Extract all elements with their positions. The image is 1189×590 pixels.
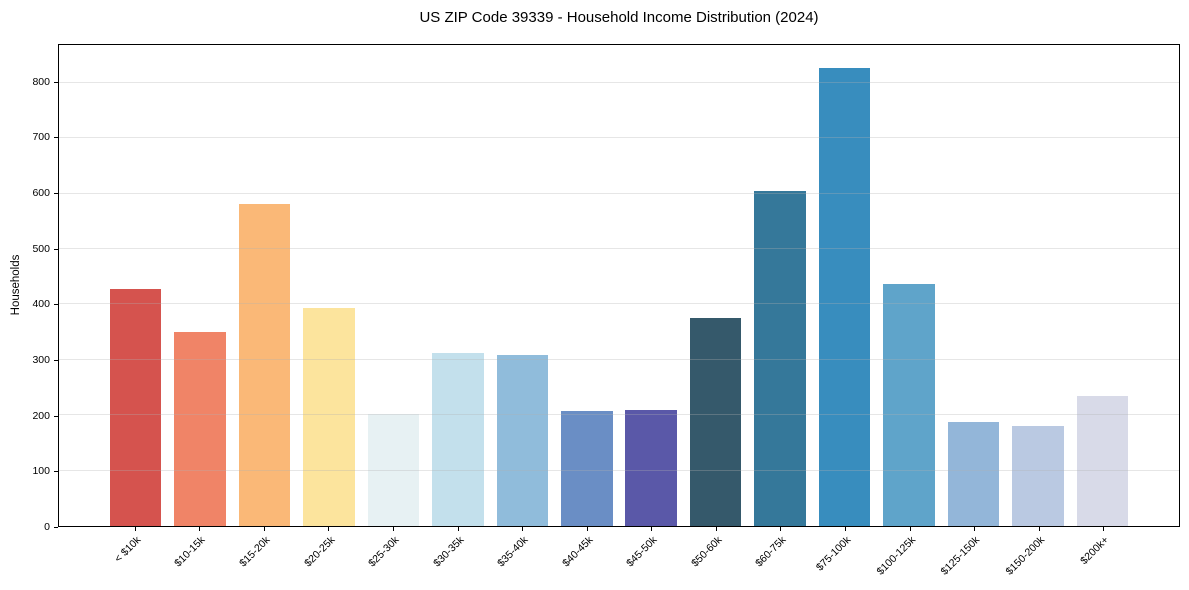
xtick-mark-$15-20k [263, 527, 265, 531]
xtick-mark-$40-45k [586, 527, 588, 531]
xtick-mark-$20-25k [328, 527, 330, 531]
bar-$30-35k [432, 353, 484, 526]
ytick-mark-200 [54, 415, 58, 417]
gridline-800 [59, 81, 1179, 83]
bar-$60-75k [754, 191, 806, 526]
xtick-label-< $10k: < $10k [112, 534, 144, 565]
xtick-label-$100-125k: $100-125k [874, 534, 918, 578]
ytick-mark-500 [54, 248, 58, 250]
xtick-label-$50-60k: $50-60k [688, 534, 725, 570]
bar-$200k+ [1076, 396, 1129, 526]
ytick-mark-100 [54, 471, 58, 473]
xtick-mark-< $10k [134, 527, 136, 531]
ytick-mark-300 [54, 360, 58, 362]
ytick-label-300: 300 [32, 354, 50, 367]
bar-$40-45k [561, 411, 613, 526]
xtick-mark-$125-150k [974, 527, 976, 531]
plot-area [58, 44, 1180, 527]
xtick-mark-$60-75k [780, 527, 782, 531]
xtick-mark-$35-40k [522, 527, 524, 531]
bar-$10-15k [174, 331, 226, 526]
bar-$100-125k [883, 283, 935, 526]
bar-$45-50k [625, 409, 677, 526]
xtick-mark-$25-30k [393, 527, 395, 531]
xtick-label-$30-35k: $30-35k [430, 534, 467, 570]
xtick-label-$75-100k: $75-100k [813, 534, 854, 574]
xtick-label-$125-150k: $125-150k [938, 534, 983, 578]
bar-$125-150k [947, 422, 1000, 526]
ytick-mark-0 [54, 527, 58, 528]
xtick-label-$35-40k: $35-40k [495, 534, 531, 570]
gridline-100 [59, 469, 1179, 471]
bar-$15-20k [238, 203, 291, 526]
ytick-mark-800 [54, 81, 58, 83]
bar-< $10k [109, 289, 162, 526]
ytick-label-700: 700 [32, 131, 50, 144]
xtick-mark-$100-125k [909, 527, 911, 531]
xtick-label-$60-75k: $60-75k [753, 534, 789, 570]
bar-$35-40k [496, 355, 549, 526]
xtick-label-$25-30k: $25-30k [366, 534, 402, 570]
xtick-label-$10-15k: $10-15k [172, 534, 208, 570]
xtick-mark-$150-200k [1038, 527, 1040, 531]
gridline-500 [59, 247, 1179, 249]
ytick-mark-600 [54, 193, 58, 195]
xtick-mark-$10-15k [199, 527, 201, 531]
ytick-label-400: 400 [32, 298, 50, 311]
bar-$75-100k [818, 68, 871, 526]
xtick-label-$20-25k: $20-25k [301, 534, 337, 570]
bar-$50-60k [689, 317, 742, 526]
chart-title: US ZIP Code 39339 - Household Income Dis… [419, 9, 819, 26]
ytick-mark-400 [54, 304, 58, 306]
ytick-label-200: 200 [32, 409, 50, 422]
xtick-label-$15-20k: $15-20k [237, 534, 273, 570]
xtick-label-$150-200k: $150-200k [1003, 534, 1048, 578]
ytick-mark-700 [54, 137, 58, 139]
xtick-mark-$30-35k [457, 527, 459, 531]
xtick-label-$40-45k: $40-45k [559, 534, 596, 570]
gridline-400 [59, 303, 1179, 305]
xtick-mark-$45-50k [651, 527, 653, 531]
ytick-label-800: 800 [32, 75, 50, 88]
xtick-mark-$50-60k [715, 527, 717, 531]
ytick-label-500: 500 [32, 242, 50, 255]
xtick-label-$45-50k: $45-50k [624, 534, 660, 570]
ytick-label-100: 100 [32, 465, 50, 478]
xtick-mark-$75-100k [844, 527, 846, 531]
gridline-200 [59, 414, 1179, 416]
ytick-label-0: 0 [44, 521, 50, 533]
bar-$25-30k [367, 413, 420, 526]
xtick-label-$200k+: $200k+ [1078, 534, 1112, 568]
ytick-label-600: 600 [32, 187, 50, 200]
gridline-300 [59, 358, 1179, 360]
gridline-700 [59, 137, 1179, 139]
gridline-600 [59, 192, 1179, 194]
bar-$150-200k [1012, 426, 1064, 526]
xtick-mark-$200k+ [1103, 527, 1105, 531]
bar-$20-25k [303, 307, 355, 526]
